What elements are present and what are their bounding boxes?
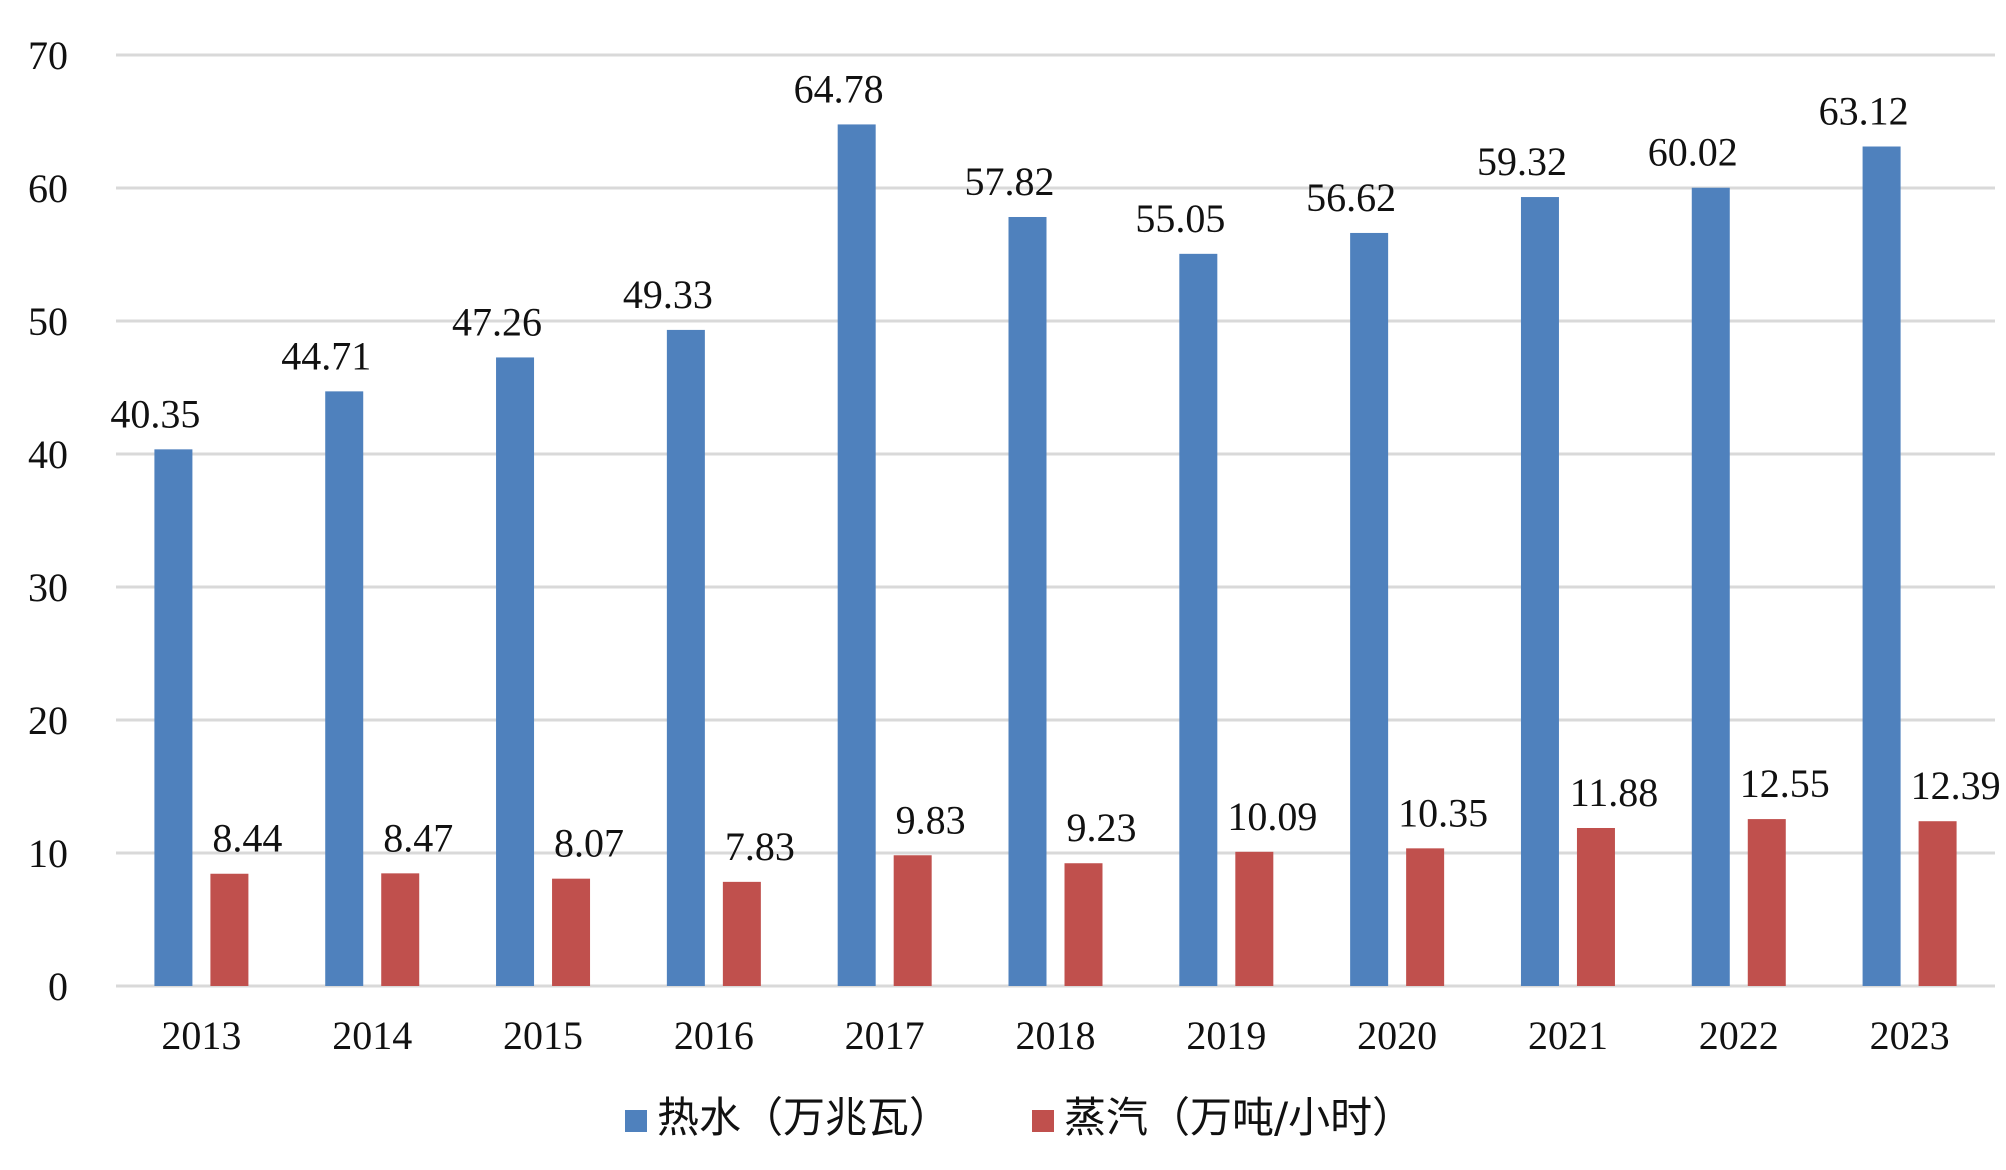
- x-tick-label: 2017: [845, 1013, 925, 1058]
- legend-label: 蒸汽（万吨/小时）: [1064, 1093, 1414, 1142]
- x-tick-label: 2021: [1528, 1013, 1608, 1058]
- x-tick-label: 2020: [1357, 1013, 1437, 1058]
- bar-steam: [1747, 819, 1786, 986]
- gridlines: [116, 53, 1995, 988]
- bar-hot-water: [666, 329, 705, 986]
- x-axis-ticks: 2013 2014 2015 2016 2017 2018 2019 2020 2021 2022…: [161, 1013, 1949, 1058]
- y-tick-label: 60: [28, 166, 68, 211]
- bar-steam: [210, 873, 249, 986]
- bar-steam: [381, 873, 420, 986]
- data-label: 59.32: [1477, 139, 1567, 184]
- data-label: 60.02: [1648, 130, 1738, 175]
- bar-hot-water: [325, 391, 364, 986]
- x-tick-label: 2023: [1870, 1013, 1950, 1058]
- data-label: 63.12: [1819, 89, 1909, 134]
- data-label: 57.82: [965, 159, 1055, 204]
- data-label: 7.83: [725, 824, 795, 869]
- data-label: 40.35: [110, 391, 200, 436]
- x-tick-label: 2013: [161, 1013, 241, 1058]
- data-label: 8.07: [554, 821, 624, 866]
- data-label: 10.35: [1398, 790, 1488, 835]
- bar-steam: [1576, 827, 1615, 986]
- bar-steam: [893, 855, 932, 986]
- bar-hot-water: [496, 357, 535, 986]
- x-tick-label: 2014: [332, 1013, 412, 1058]
- bar-hot-water: [1350, 232, 1389, 987]
- bar-hot-water: [154, 449, 193, 987]
- legend-swatch: [625, 1110, 647, 1132]
- data-label: 10.09: [1227, 794, 1317, 839]
- bar-hot-water: [1520, 197, 1559, 986]
- bar-steam: [722, 881, 761, 986]
- y-tick-label: 0: [48, 964, 68, 1009]
- y-tick-label: 40: [28, 432, 68, 477]
- y-tick-label: 70: [28, 33, 68, 78]
- data-label: 56.62: [1306, 175, 1396, 220]
- data-labels: 40.35 8.44 44.71 8.47 47.26 8.07 49.33 7.83 64.7…: [110, 66, 2000, 868]
- x-tick-label: 2019: [1186, 1013, 1266, 1058]
- bar-steam: [552, 878, 591, 986]
- bar-steam: [1064, 863, 1103, 986]
- legend: 热水（万兆瓦） 蒸汽（万吨/小时）: [625, 1093, 1414, 1142]
- data-label: 47.26: [452, 299, 542, 344]
- legend-label: 热水（万兆瓦）: [657, 1093, 951, 1142]
- data-label: 12.55: [1740, 761, 1830, 806]
- bar-steam: [1918, 821, 1957, 986]
- bar-hot-water: [1691, 187, 1730, 986]
- data-label: 11.88: [1570, 770, 1659, 815]
- data-label: 55.05: [1135, 196, 1225, 241]
- bar-hot-water: [1179, 253, 1218, 986]
- y-tick-label: 20: [28, 698, 68, 743]
- data-label: 8.47: [383, 815, 453, 860]
- y-tick-label: 50: [28, 299, 68, 344]
- data-label: 8.44: [212, 816, 282, 861]
- x-tick-label: 2018: [1016, 1013, 1096, 1058]
- data-label: 44.71: [281, 333, 371, 378]
- x-tick-label: 2015: [503, 1013, 583, 1058]
- bar-hot-water: [1862, 146, 1901, 986]
- bars: [154, 124, 1957, 987]
- y-tick-label: 10: [28, 831, 68, 876]
- x-tick-label: 2022: [1699, 1013, 1779, 1058]
- y-axis-ticks: 0 10 20 30 40 50 60 70: [28, 33, 68, 1009]
- data-label: 49.33: [623, 272, 713, 317]
- x-tick-label: 2016: [674, 1013, 754, 1058]
- data-label: 9.23: [1067, 805, 1137, 850]
- data-label: 12.39: [1911, 763, 2001, 808]
- bar-hot-water: [1008, 216, 1047, 986]
- y-tick-label: 30: [28, 565, 68, 610]
- legend-swatch: [1032, 1110, 1054, 1132]
- data-label: 64.78: [794, 66, 884, 111]
- bar-steam: [1406, 848, 1445, 986]
- bar-hot-water: [837, 124, 876, 986]
- bar-steam: [1235, 851, 1274, 986]
- data-label: 9.83: [896, 797, 966, 842]
